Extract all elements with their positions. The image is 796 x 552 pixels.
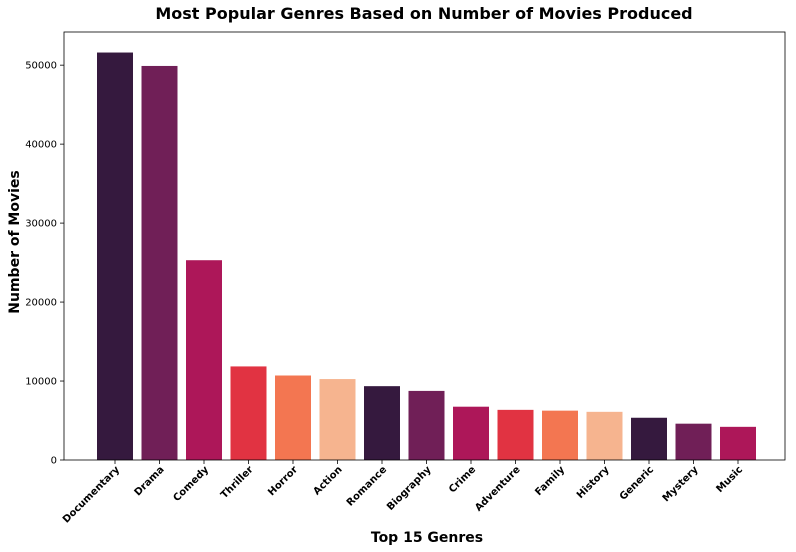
- bar-family: [542, 410, 578, 460]
- x-tick-label: Biography: [385, 464, 434, 513]
- bar-horror: [275, 375, 311, 460]
- y-tick-label: 20000: [25, 298, 57, 309]
- y-axis-ticks: 0 10000 20000 30000 40000 50000: [25, 61, 64, 467]
- y-tick-label: 10000: [25, 377, 57, 388]
- x-tick-label: Generic: [618, 464, 656, 502]
- x-tick-label: Romance: [345, 464, 389, 508]
- x-axis-ticks: Documentary Drama Comedy Thriller Horror Acti…: [61, 460, 745, 526]
- x-tick-label: Drama: [133, 464, 167, 498]
- x-tick-label: Thriller: [219, 464, 256, 501]
- x-tick-label: Mystery: [661, 464, 701, 504]
- bar-biography: [408, 390, 445, 460]
- bar-action: [319, 379, 356, 460]
- plot-frame: [63, 31, 786, 461]
- bar-history: [586, 411, 623, 460]
- y-tick-label: 50000: [25, 61, 57, 72]
- x-tick-label: Family: [533, 464, 567, 498]
- y-tick-label: 30000: [25, 219, 57, 230]
- bars-group: [97, 52, 756, 460]
- x-tick-label: Crime: [447, 464, 478, 495]
- y-axis-label: Number of Movies: [7, 170, 23, 313]
- bar-crime: [453, 406, 489, 460]
- x-tick-label: Documentary: [61, 464, 123, 526]
- y-tick-label: 0: [51, 456, 57, 467]
- x-tick-label: History: [575, 464, 612, 501]
- y-tick-label: 40000: [25, 140, 57, 151]
- x-tick-label: Music: [714, 464, 745, 495]
- bar-romance: [364, 386, 400, 460]
- bar-drama: [141, 65, 178, 460]
- bar-mystery: [675, 423, 712, 460]
- bar-music: [720, 426, 756, 460]
- x-axis-label: Top 15 Genres: [371, 530, 483, 546]
- bar-adventure: [497, 409, 534, 460]
- bar-generic: [631, 417, 667, 460]
- x-tick-label: Action: [311, 464, 344, 497]
- x-tick-label: Comedy: [171, 464, 211, 504]
- x-tick-label: Horror: [266, 464, 300, 498]
- x-tick-label: Adventure: [473, 464, 523, 514]
- chart-title: Most Popular Genres Based on Number of M…: [155, 4, 692, 23]
- bar-thriller: [230, 366, 267, 460]
- bar-comedy: [186, 260, 222, 460]
- bar-documentary: [97, 52, 133, 460]
